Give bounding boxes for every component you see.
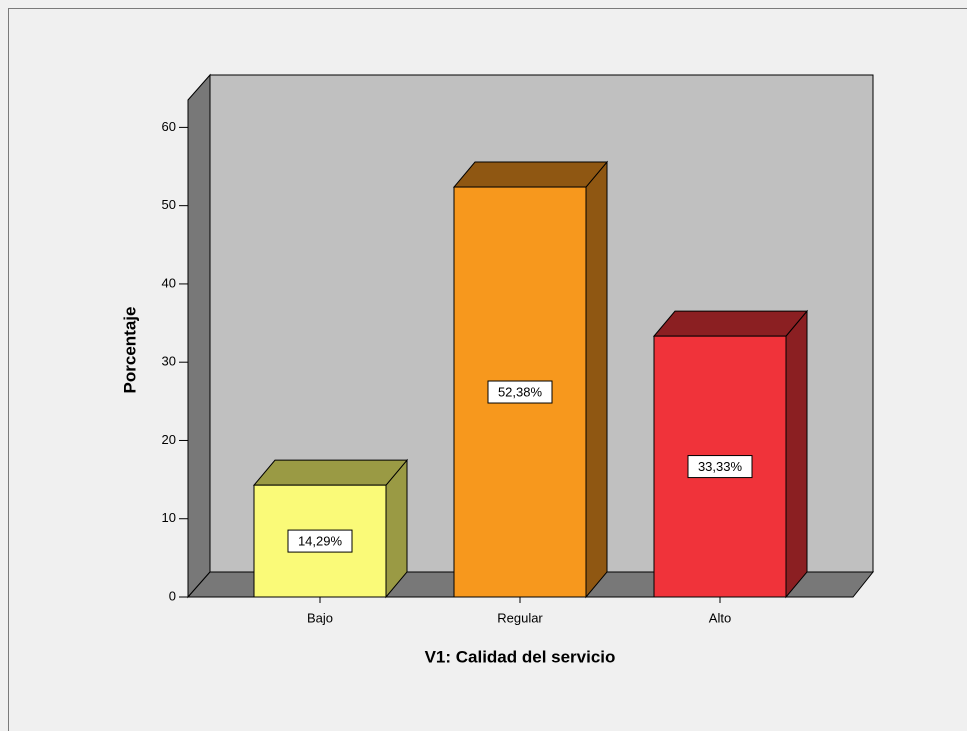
value-label-box bbox=[687, 455, 753, 479]
left-wall bbox=[187, 73, 211, 599]
bar-side bbox=[585, 160, 608, 599]
y-tick-label: 30 bbox=[162, 354, 176, 369]
y-tick-label: 50 bbox=[162, 197, 176, 212]
bar-top bbox=[252, 459, 409, 486]
x-tick-label: Regular bbox=[497, 610, 543, 625]
y-tick-label: 40 bbox=[162, 275, 176, 290]
bar-top bbox=[652, 310, 809, 337]
y-tick-label: 0 bbox=[169, 588, 176, 603]
y-tick-label: 60 bbox=[162, 119, 176, 134]
bar-top bbox=[452, 161, 609, 188]
value-label-box bbox=[487, 380, 553, 404]
value-label-box bbox=[287, 529, 353, 553]
value-label: 52,38% bbox=[498, 384, 543, 399]
bar-side bbox=[785, 309, 808, 599]
x-tick-label: Bajo bbox=[307, 610, 333, 625]
y-tick-label: 20 bbox=[162, 432, 176, 447]
value-label: 33,33% bbox=[698, 459, 743, 474]
value-label: 14,29% bbox=[298, 534, 343, 549]
y-tick-label: 10 bbox=[162, 510, 176, 525]
x-tick-label: Alto bbox=[709, 610, 731, 625]
x-axis-label: V1: Calidad del servicio bbox=[425, 647, 616, 666]
y-axis-label: Porcentaje bbox=[120, 307, 139, 394]
